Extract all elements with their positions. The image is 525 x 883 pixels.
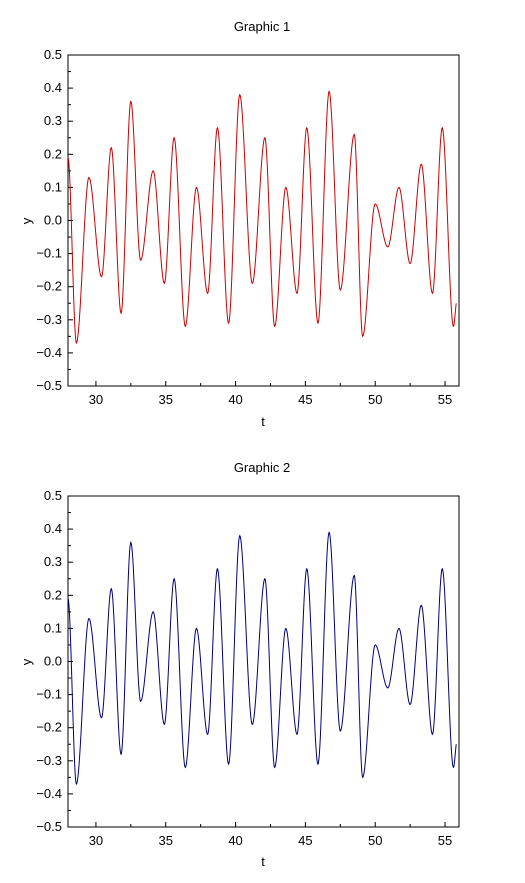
- y-tick-label: 0.1: [44, 179, 62, 194]
- x-tick-label: 30: [89, 833, 103, 848]
- x-ticks: 30 35 40 45 50 55: [89, 822, 452, 848]
- x-tick-label: 35: [159, 392, 173, 407]
- y-tick-label: −0.5: [36, 819, 62, 834]
- y-tick-label: −0.1: [36, 687, 62, 702]
- y-axis-label: y: [19, 217, 34, 224]
- y-tick-label: 0.4: [44, 521, 62, 536]
- y-ticks: −0.5 −0.4 −0.3 −0.2 −0.1 0.0 0.1 0.2 0.3 0.4 0.5: [36, 47, 73, 393]
- y-tick-label: −0.5: [36, 378, 62, 393]
- y-ticks: −0.5 −0.4 −0.3 −0.2 −0.1 0.0 0.1 0.2 0.3 0.4 0.5: [36, 488, 73, 834]
- y-tick-label: −0.1: [36, 246, 62, 261]
- y-tick-label: 0.0: [44, 213, 62, 228]
- x-axis-label: t: [261, 854, 265, 869]
- y-tick-label: 0.2: [44, 587, 62, 602]
- y-tick-label: 0.3: [44, 113, 62, 128]
- series-line: [67, 90, 457, 345]
- x-tick-label: 50: [368, 392, 382, 407]
- x-tick-label: 40: [228, 833, 242, 848]
- y-tick-label: −0.4: [36, 786, 62, 801]
- plot-frame: [67, 54, 460, 387]
- y-tick-label: −0.4: [36, 345, 62, 360]
- x-tick-label: 40: [228, 392, 242, 407]
- y-tick-label: 0.3: [44, 554, 62, 569]
- y-tick-label: 0.4: [44, 80, 62, 95]
- y-tick-label: −0.3: [36, 312, 62, 327]
- x-axis-label: t: [261, 414, 265, 429]
- y-tick-label: 0.5: [44, 488, 62, 503]
- y-tick-label: 0.0: [44, 654, 62, 669]
- x-tick-label: 55: [438, 833, 452, 848]
- y-tick-label: −0.3: [36, 753, 62, 768]
- x-tick-label: 35: [159, 833, 173, 848]
- y-tick-label: 0.5: [44, 47, 62, 62]
- x-tick-label: 55: [438, 392, 452, 407]
- x-tick-label: 50: [368, 833, 382, 848]
- x-ticks: 30 35 40 45 50 55: [89, 381, 452, 407]
- chart-title: Graphic 2: [234, 460, 290, 475]
- chart-title: Graphic 1: [234, 19, 290, 34]
- x-tick-label: 45: [298, 392, 312, 407]
- y-tick-label: −0.2: [36, 720, 62, 735]
- chart-graphic-1: Graphic 1 −0.5 −0.4 −0.3 −0.2 −0.1 0.0 0.1 0.2 0…: [19, 19, 460, 429]
- plot-frame: [67, 495, 460, 828]
- chart-graphic-2: Graphic 2 −0.5 −0.4 −0.3 −0.2 −0.1 0.0 0.1 0.2 0…: [19, 460, 460, 869]
- x-tick-label: 30: [89, 392, 103, 407]
- x-tick-label: 45: [298, 833, 312, 848]
- y-axis-label: y: [19, 658, 34, 665]
- series-line: [67, 531, 457, 786]
- y-tick-label: 0.1: [44, 620, 62, 635]
- y-tick-label: −0.2: [36, 279, 62, 294]
- y-tick-label: 0.2: [44, 146, 62, 161]
